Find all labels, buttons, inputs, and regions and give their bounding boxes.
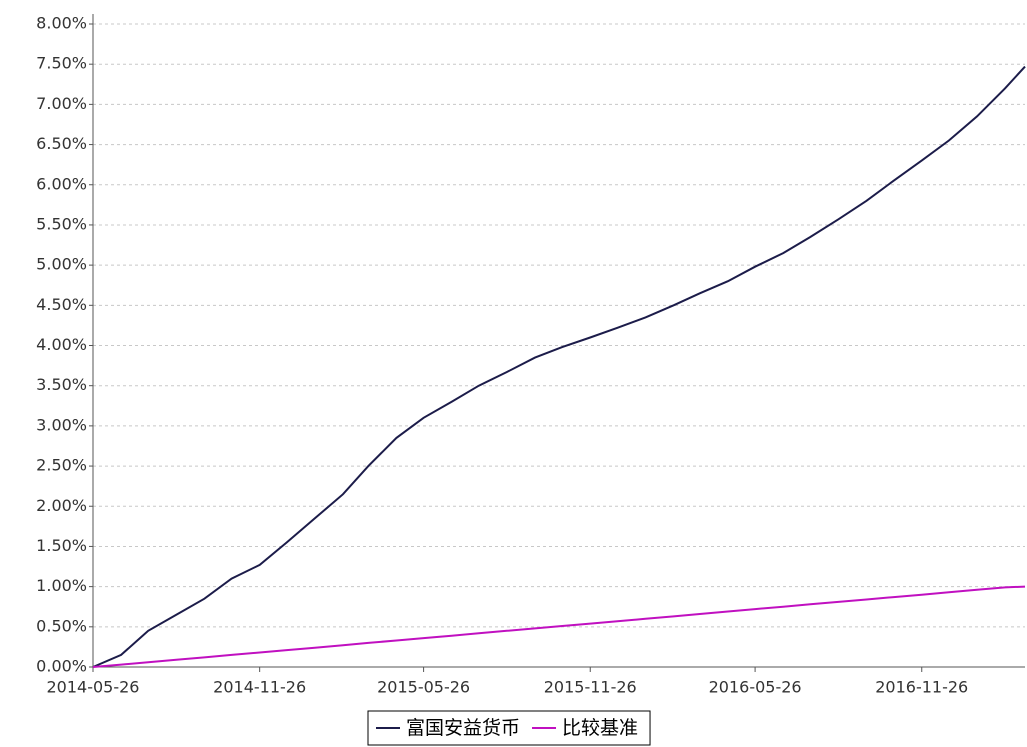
y-tick-label: 2.50% — [36, 456, 87, 475]
series-line — [92, 585, 1026, 668]
x-tick-label: 2014-05-26 — [47, 678, 140, 697]
y-tick-label: 3.00% — [36, 415, 87, 434]
y-tick-label: 5.00% — [36, 255, 87, 274]
x-tick-label: 2016-05-26 — [709, 678, 802, 697]
y-tick-label: 6.00% — [36, 174, 87, 193]
y-tick-label: 1.50% — [36, 536, 87, 555]
y-tick-label: 3.50% — [36, 375, 87, 394]
legend-box — [367, 710, 651, 746]
legend-label: 富国安益货币 — [406, 717, 520, 739]
y-tick-label: 0.50% — [36, 616, 87, 635]
y-tick-label: 0.00% — [36, 657, 87, 676]
x-tick-label: 2016-11-26 — [875, 678, 968, 697]
y-tick-label: 2.00% — [36, 496, 87, 515]
x-tick-label: 2015-11-26 — [544, 678, 637, 697]
y-tick-label: 5.50% — [36, 214, 87, 233]
y-tick-label: 4.00% — [36, 335, 87, 354]
y-tick-label: 8.00% — [36, 14, 87, 33]
y-tick-label: 1.00% — [36, 576, 87, 595]
series-line — [92, 65, 1026, 668]
x-tick-label: 2014-11-26 — [213, 678, 306, 697]
x-tick-label: 2015-05-26 — [377, 678, 470, 697]
y-tick-label: 7.00% — [36, 94, 87, 113]
legend: 富国安益货币 比较基准 — [367, 710, 651, 746]
y-tick-label: 6.50% — [36, 134, 87, 153]
y-tick-label: 7.50% — [36, 54, 87, 73]
legend-label: 比较基准 — [562, 717, 638, 739]
y-tick-label: 4.50% — [36, 295, 87, 314]
